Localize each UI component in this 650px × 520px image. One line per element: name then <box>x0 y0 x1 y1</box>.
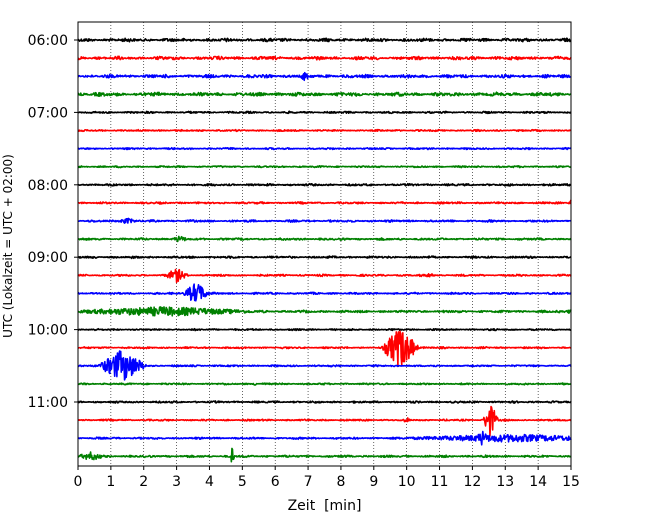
vertical-grid <box>110 22 539 466</box>
trace-line <box>77 235 572 243</box>
y-tick-label: 10:00 <box>28 323 68 339</box>
trace-line <box>77 199 572 205</box>
y-tick-label: 07:00 <box>28 105 68 121</box>
trace-line <box>77 405 572 437</box>
trace-line <box>77 268 572 284</box>
plot-frame <box>77 21 572 467</box>
trace-line <box>77 71 572 82</box>
trace-line <box>77 146 572 151</box>
trace-line <box>77 430 572 446</box>
y-tick-label: 06:00 <box>28 33 68 49</box>
y-tick-label: 11:00 <box>28 395 68 411</box>
x-tick-label: 5 <box>238 474 247 490</box>
y-tick-label: 08:00 <box>28 178 68 194</box>
x-tick-label: 1 <box>106 474 115 490</box>
y-tick-label: 09:00 <box>28 250 68 266</box>
trace-line <box>77 255 572 260</box>
y-axis-ticks: 06:00 07:00 08:00 09:00 10:00 11:00 <box>28 33 78 411</box>
x-tick-label: 9 <box>369 474 378 490</box>
x-tick-label: 13 <box>496 474 514 490</box>
x-tick-label: 6 <box>271 474 280 490</box>
x-tick-label: 10 <box>398 474 416 490</box>
seismic-traces <box>77 37 572 463</box>
x-tick-label: 14 <box>529 474 547 490</box>
x-axis-ticks: 0 1 2 3 4 5 6 7 8 9 10 11 12 13 14 15 <box>74 466 580 490</box>
trace-line <box>77 55 572 61</box>
trace-line <box>77 447 572 463</box>
trace-line <box>77 350 572 381</box>
x-tick-label: 4 <box>205 474 214 490</box>
x-tick-label: 2 <box>139 474 148 490</box>
y-axis-label: UTC (Lokalzeit = UTC + 02:00) <box>1 154 15 338</box>
trace-line <box>77 128 572 133</box>
trace-line <box>77 283 572 302</box>
x-tick-label: 11 <box>431 474 449 490</box>
trace-line <box>77 327 572 332</box>
trace-line <box>77 306 572 317</box>
x-tick-label: 7 <box>304 474 313 490</box>
trace-line <box>77 382 572 386</box>
x-tick-label: 12 <box>463 474 481 490</box>
trace-line <box>77 37 572 43</box>
trace-line <box>77 164 572 169</box>
trace-line <box>77 400 572 404</box>
x-tick-label: 8 <box>336 474 345 490</box>
trace-line <box>77 91 572 97</box>
trace-line <box>77 330 572 368</box>
trace-line <box>77 110 572 115</box>
x-axis-label: Zeit [min] <box>288 498 362 514</box>
trace-line <box>77 182 572 187</box>
x-tick-label: 0 <box>74 474 83 490</box>
trace-line <box>77 217 572 224</box>
x-tick-label: 3 <box>172 474 181 490</box>
x-tick-label: 15 <box>562 474 580 490</box>
